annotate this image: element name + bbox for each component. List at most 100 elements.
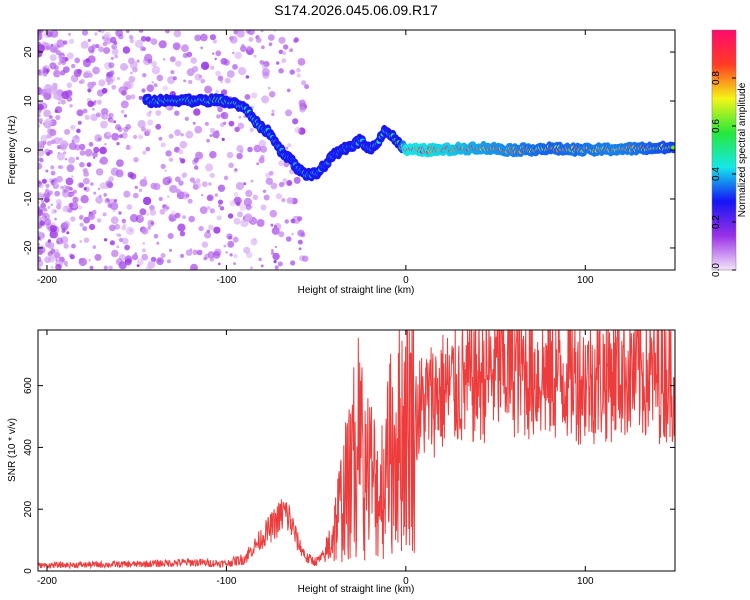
spectrogram-noise-blob: [243, 182, 247, 186]
spectrogram-noise-blob: [134, 185, 138, 190]
spectrogram-noise-blob: [233, 262, 237, 265]
spectrogram-noise-blob: [156, 74, 164, 82]
spectrogram-noise-blob: [140, 215, 144, 219]
spectrogram-x-tick-label: 0: [403, 275, 409, 286]
spectrogram-noise-blob: [298, 247, 302, 251]
spectrogram-noise-blob: [206, 194, 213, 201]
spectrogram-noise-blob: [47, 242, 55, 249]
spectrogram-noise-blob: [147, 260, 156, 269]
spectrogram-noise-blob: [136, 59, 140, 63]
spectrogram-noise-blob: [125, 30, 130, 33]
spectrogram-noise-blob: [121, 237, 129, 245]
spectrogram-noise-blob: [184, 116, 189, 122]
spectrogram-noise-blob: [229, 253, 233, 257]
spectrogram-noise-blob: [302, 255, 309, 262]
spectrogram-noise-blob: [162, 85, 168, 91]
spectrogram-noise-blob: [196, 249, 203, 256]
spectrogram-noise-blob: [57, 61, 62, 66]
spectrogram-noise-blob: [71, 63, 76, 69]
spectrogram-noise-blob: [122, 46, 131, 54]
spectrogram-noise-blob: [281, 58, 287, 64]
spectrogram-noise-blob: [226, 151, 234, 159]
spectrogram-noise-blob: [255, 37, 262, 43]
spectrogram-noise-blob: [101, 87, 108, 94]
spectrogram-noise-blob: [108, 112, 114, 118]
spectrogram-noise-blob: [79, 161, 85, 168]
spectrogram-noise-blob: [265, 177, 273, 185]
snr-y-tick-label: 0: [23, 568, 34, 574]
spectrogram-noise-blob: [50, 30, 59, 38]
spectrogram-noise-blob: [150, 182, 158, 190]
spectrogram-noise-blob: [92, 156, 96, 160]
spectrogram-noise-blob: [226, 70, 235, 78]
spectrogram-noise-blob: [200, 78, 206, 84]
spectrogram-noise-blob: [247, 30, 255, 36]
spectrogram-noise-blob: [204, 121, 209, 126]
spectrogram-noise-blob: [74, 70, 82, 78]
spectrogram-noise-blob: [209, 208, 215, 214]
spectrogram-noise-blob: [110, 216, 119, 225]
spectrogram-noise-blob: [170, 210, 177, 216]
spectrogram-noise-blob: [274, 265, 279, 270]
spectrogram-noise-blob: [64, 128, 71, 135]
spectrogram-noise-blob: [72, 189, 77, 194]
spectrogram-noise-blob: [160, 253, 166, 258]
spectrogram-noise-blob: [172, 42, 181, 51]
spectrogram-noise-blob: [141, 126, 146, 132]
spectrogram-noise-blob: [278, 68, 284, 74]
colorbar-tick-label: 0.4: [711, 167, 722, 181]
spectrogram-noise-blob: [41, 178, 47, 184]
snr-x-axis: -200 -100 0 100: [37, 330, 594, 587]
spectrogram-noise-blob: [192, 121, 196, 125]
spectrogram-noise-blob: [126, 204, 133, 210]
spectrogram-noise-blob: [174, 129, 182, 137]
spectrogram-noise-blob: [134, 39, 144, 48]
spectrogram-noise-blob: [129, 61, 138, 69]
spectrogram-noise-blob: [260, 155, 265, 160]
spectrogram-y-tick-label: 10: [23, 95, 34, 107]
spectrogram-noise-blob: [237, 211, 243, 218]
spectrogram-noise-blob: [159, 208, 166, 215]
spectrogram-noise-blob: [166, 259, 171, 264]
spectrogram-noise-blob: [71, 175, 74, 178]
spectrogram-noise-blob: [220, 80, 223, 84]
spectrogram-noise-blob: [94, 253, 102, 261]
spectrogram-noise-blob: [149, 204, 155, 211]
spectrogram-noise-blob: [64, 57, 69, 62]
spectrogram-noise-blob: [95, 196, 103, 204]
spectrogram-noise-blob: [149, 209, 156, 216]
spectrogram-noise-blob: [79, 214, 84, 219]
spectrogram-noise-blob: [286, 197, 294, 204]
spectrogram-noise-blob: [99, 182, 107, 190]
spectrogram-noise-blob: [299, 106, 306, 113]
spectrogram-noise-blob: [38, 86, 43, 94]
spectrogram-noise-blob: [79, 150, 86, 156]
spectrogram-noise-blob: [267, 86, 271, 90]
spectrogram-noise-blob: [147, 226, 151, 230]
spectrogram-noise-blob: [286, 88, 291, 93]
spectrogram-noise-blob: [180, 191, 189, 200]
spectrogram-noise-blob: [38, 103, 44, 111]
spectrogram-noise-blob: [150, 38, 158, 45]
spectrogram-noise-blob: [193, 108, 201, 116]
spectrogram-noise-blob: [283, 44, 289, 50]
spectrogram-noise-blob: [39, 121, 43, 124]
spectrogram-noise-blob: [50, 170, 56, 176]
snr-panel: -200 -100 0 100 0 200 400 600 Height of straig…: [7, 329, 676, 595]
spectrogram-noise-blob: [273, 260, 277, 264]
spectrogram-noise-blob: [296, 73, 301, 78]
snr-frame: [37, 329, 676, 572]
spectrogram-y-label: Frequency (Hz): [7, 116, 18, 185]
spectrogram-noise-blob: [111, 45, 116, 50]
spectrogram-noise-blob: [250, 179, 254, 183]
spectrogram-noise-blob: [289, 69, 295, 75]
spectrogram-noise-blob: [232, 51, 235, 55]
spectrogram-noise-blob: [268, 170, 274, 176]
spectrogram-noise-blob: [118, 237, 124, 243]
spectrogram-noise-blob: [215, 130, 219, 134]
spectrogram-noise-blob: [97, 30, 102, 33]
spectrogram-noise-blob: [129, 38, 135, 44]
spectrogram-noise-blob: [62, 66, 70, 73]
spectrogram-noise-blob: [260, 145, 268, 153]
spectrogram-noise-blob: [142, 248, 146, 253]
